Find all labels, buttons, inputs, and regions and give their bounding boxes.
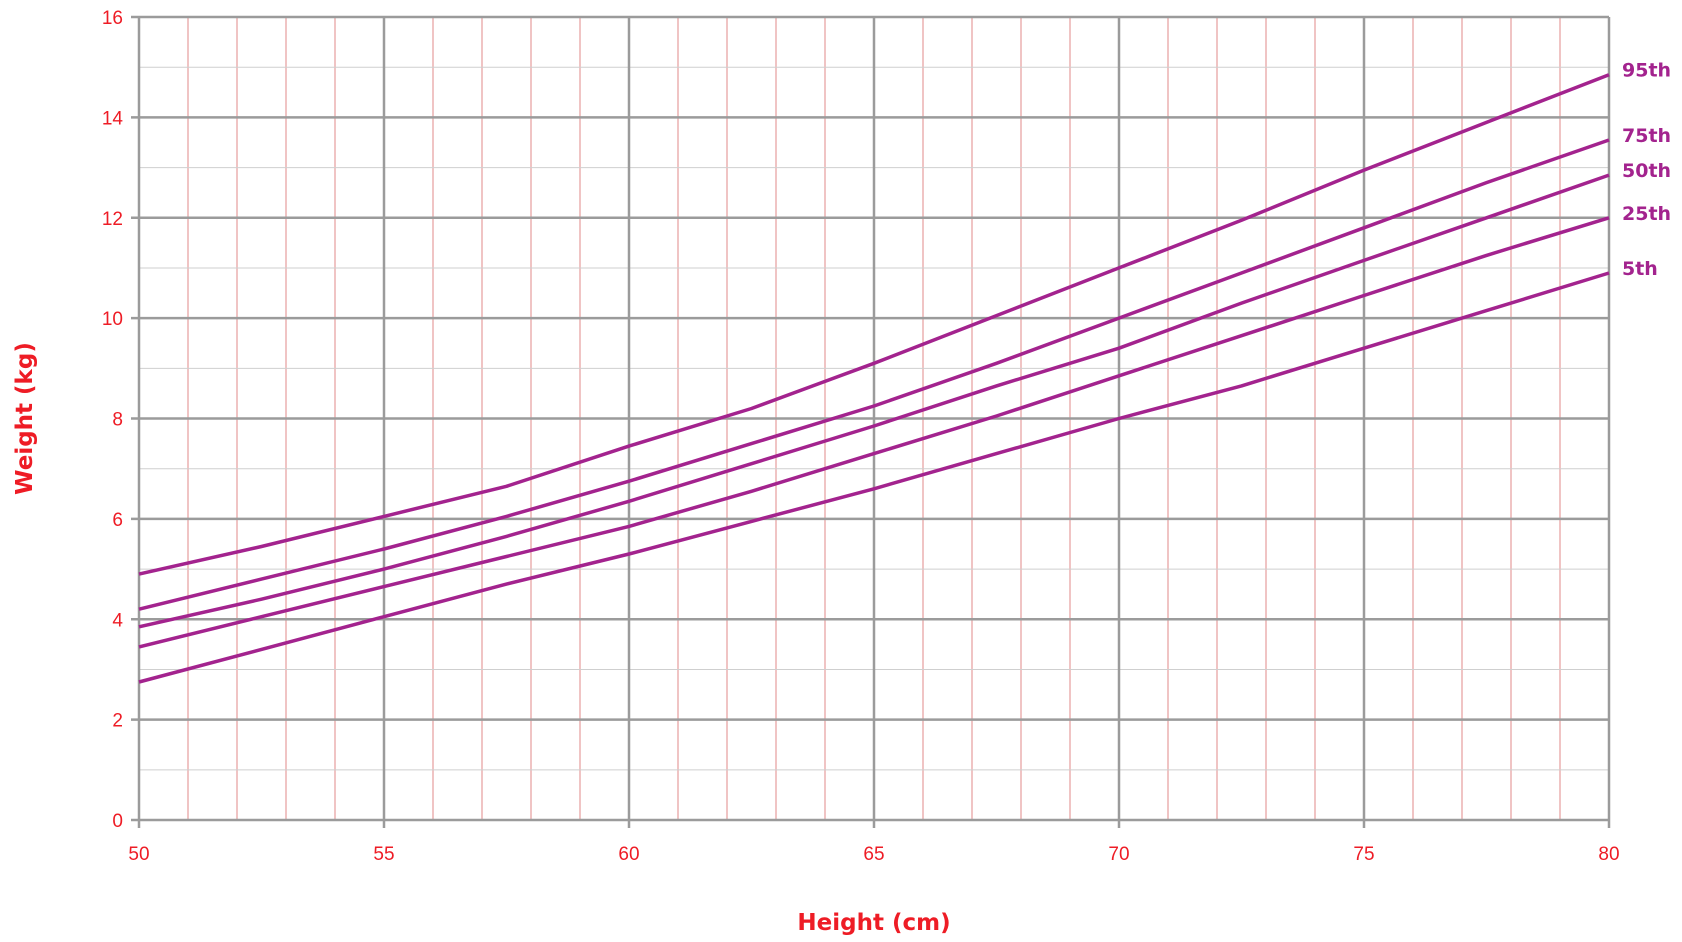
series-label-5th: 5th: [1622, 258, 1658, 280]
y-tick-label: 12: [102, 209, 123, 230]
series-label-25th: 25th: [1622, 203, 1671, 225]
y-tick-label: 14: [102, 108, 124, 129]
series-line-50th: [138, 173, 1610, 629]
y-tick-label: 16: [102, 8, 123, 29]
x-tick-label: 50: [128, 844, 149, 865]
series-label-75th: 75th: [1622, 125, 1671, 147]
grid: [137, 15, 1611, 822]
y-tick-label: 0: [112, 811, 123, 832]
y-tick-label: 8: [112, 410, 123, 431]
x-tick-label: 60: [618, 844, 639, 865]
series-labels: 95th 75th 50th 25th 5th: [1622, 60, 1671, 280]
series-label-95th: 95th: [1622, 60, 1671, 82]
x-axis-ticks: 50 55 60 65 70 75 80: [128, 820, 1620, 865]
y-axis-ticks: 0 2 4 6 8 10 12 14 16: [102, 8, 139, 832]
series-line-25th: [138, 216, 1610, 649]
series-line-5th: [138, 271, 1610, 684]
series-lines: [138, 73, 1610, 684]
x-axis-title: Height (cm): [797, 910, 950, 936]
y-tick-label: 10: [102, 309, 123, 330]
x-tick-label: 55: [373, 844, 394, 865]
y-tick-label: 4: [112, 610, 123, 631]
y-tick-label: 2: [112, 711, 123, 732]
y-tick-label: 6: [112, 510, 123, 531]
x-tick-label: 70: [1108, 844, 1129, 865]
series-line-75th: [138, 138, 1610, 611]
x-tick-label: 65: [863, 844, 884, 865]
y-axis-title: Weight (kg): [12, 342, 38, 495]
x-tick-label: 75: [1353, 844, 1374, 865]
series-line-95th: [138, 73, 1610, 576]
x-tick-label: 80: [1598, 844, 1619, 865]
series-label-50th: 50th: [1622, 160, 1671, 182]
